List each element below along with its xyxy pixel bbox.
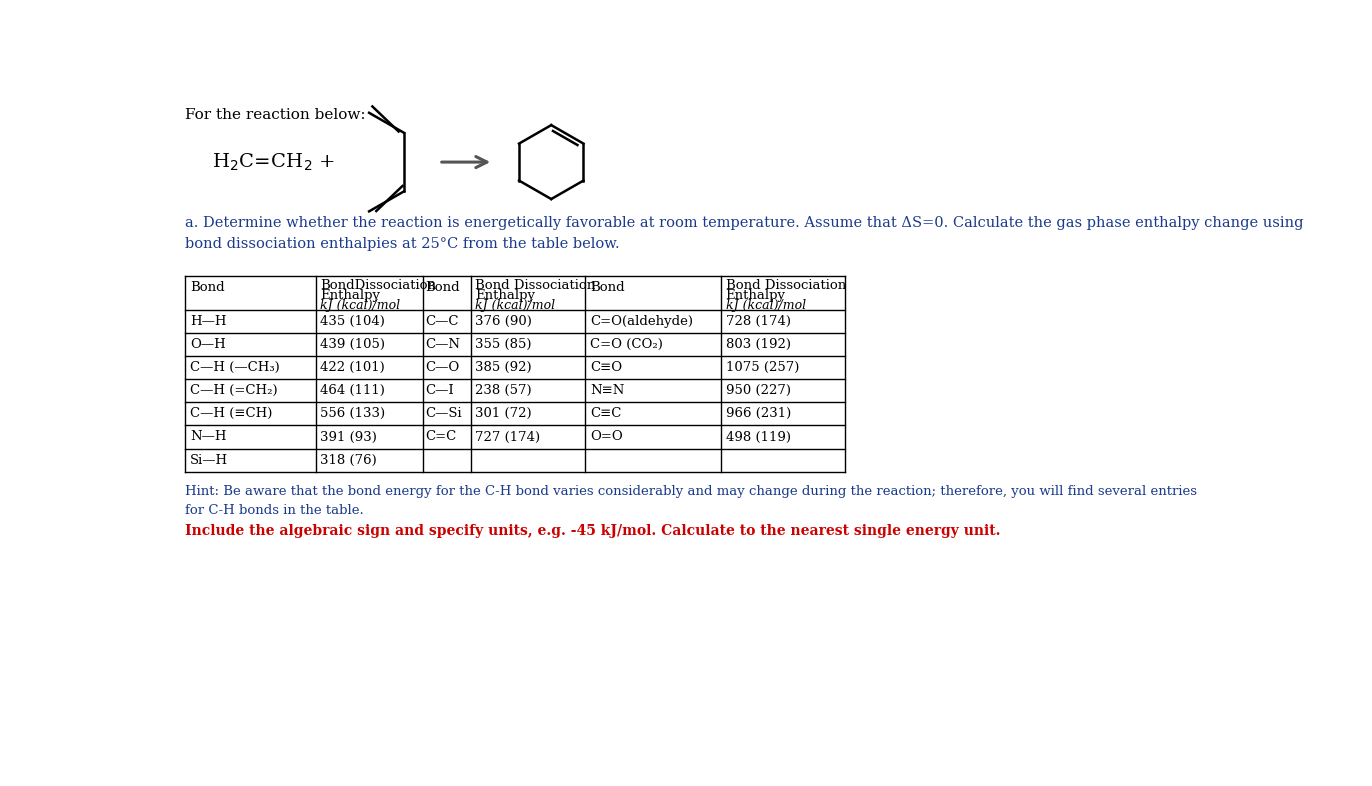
Text: 435 (104): 435 (104)	[320, 315, 386, 328]
Text: For the reaction below:: For the reaction below:	[185, 108, 366, 122]
Text: Bond Dissociation: Bond Dissociation	[475, 279, 595, 292]
Text: kJ (kcal)/mol: kJ (kcal)/mol	[726, 299, 805, 312]
Text: Enthalpy: Enthalpy	[320, 289, 380, 302]
Text: H$_2$C$\!=\!$CH$_2$ +: H$_2$C$\!=\!$CH$_2$ +	[211, 152, 335, 173]
Text: 238 (57): 238 (57)	[475, 384, 532, 397]
Text: 950 (227): 950 (227)	[726, 384, 790, 397]
Text: C—I: C—I	[425, 384, 454, 397]
Text: N—H: N—H	[191, 431, 226, 443]
Text: BondDissociation: BondDissociation	[320, 279, 436, 292]
Text: Enthalpy: Enthalpy	[726, 289, 786, 302]
Text: C≡C: C≡C	[590, 407, 622, 421]
Text: C—C: C—C	[425, 315, 460, 328]
Text: 498 (119): 498 (119)	[726, 431, 790, 443]
Text: Enthalpy: Enthalpy	[475, 289, 535, 302]
Text: 966 (231): 966 (231)	[726, 407, 790, 421]
Text: Si—H: Si—H	[191, 454, 228, 467]
Text: 464 (111): 464 (111)	[320, 384, 386, 397]
Text: H—H: H—H	[191, 315, 226, 328]
Text: N≡N: N≡N	[590, 384, 624, 397]
Text: Bond: Bond	[191, 281, 225, 294]
Text: C—H (≡CH): C—H (≡CH)	[191, 407, 273, 421]
Text: 376 (90): 376 (90)	[475, 315, 532, 328]
Text: C—H (=CH₂): C—H (=CH₂)	[191, 384, 277, 397]
Text: Bond Dissociation: Bond Dissociation	[726, 279, 847, 292]
Text: 556 (133): 556 (133)	[320, 407, 386, 421]
Text: 727 (174): 727 (174)	[475, 431, 541, 443]
Text: C—H (—CH₃): C—H (—CH₃)	[191, 362, 280, 374]
Text: C=O (CO₂): C=O (CO₂)	[590, 338, 663, 351]
Text: Hint: Be aware that the bond energy for the C-H bond varies considerably and may: Hint: Be aware that the bond energy for …	[185, 486, 1198, 517]
Text: 1075 (257): 1075 (257)	[726, 362, 799, 374]
Text: 803 (192): 803 (192)	[726, 338, 790, 351]
Text: Include the algebraic sign and specify units, e.g. -45 kJ/mol. Calculate to the : Include the algebraic sign and specify u…	[185, 524, 1002, 538]
Text: 385 (92): 385 (92)	[475, 362, 532, 374]
Text: Bond: Bond	[425, 281, 461, 294]
Text: 355 (85): 355 (85)	[475, 338, 532, 351]
Text: C—O: C—O	[425, 362, 460, 374]
Text: C—N: C—N	[425, 338, 461, 351]
Text: kJ (kcal)/mol: kJ (kcal)/mol	[320, 299, 401, 312]
Text: a. Determine whether the reaction is energetically favorable at room temperature: a. Determine whether the reaction is ene…	[185, 216, 1303, 251]
Text: 318 (76): 318 (76)	[320, 454, 377, 467]
Text: C=O(aldehyde): C=O(aldehyde)	[590, 315, 693, 328]
Text: Bond: Bond	[590, 281, 624, 294]
Text: kJ (kcal)/mol: kJ (kcal)/mol	[475, 299, 556, 312]
Text: C≡O: C≡O	[590, 362, 622, 374]
Text: 439 (105): 439 (105)	[320, 338, 386, 351]
Text: C—Si: C—Si	[425, 407, 462, 421]
Text: 422 (101): 422 (101)	[320, 362, 386, 374]
Text: O—H: O—H	[191, 338, 226, 351]
Text: C=C: C=C	[425, 431, 457, 443]
Text: 728 (174): 728 (174)	[726, 315, 790, 328]
Text: 301 (72): 301 (72)	[475, 407, 532, 421]
Text: O=O: O=O	[590, 431, 623, 443]
Text: 391 (93): 391 (93)	[320, 431, 377, 443]
